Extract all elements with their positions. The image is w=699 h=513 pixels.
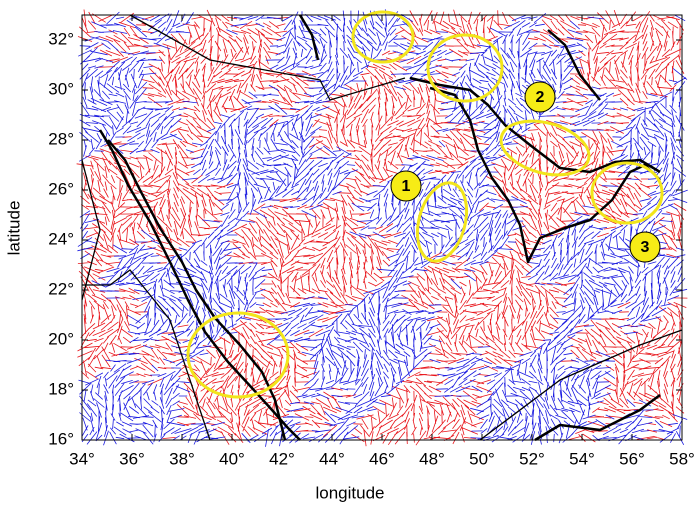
highlight-ring <box>499 119 591 177</box>
coastline <box>547 29 601 101</box>
coastlines <box>81 14 683 442</box>
x-tick-label: 54° <box>569 449 595 468</box>
x-tick-label: 58° <box>669 449 695 468</box>
y-tick-label: 16° <box>48 429 74 448</box>
x-tick-label: 42° <box>269 449 295 468</box>
y-tick-label: 30° <box>48 79 74 98</box>
coastline <box>534 394 661 442</box>
coastline <box>107 139 287 441</box>
y-tick-label: 20° <box>48 329 74 348</box>
vector-lines <box>77 9 688 447</box>
x-axis-label: longitude <box>315 483 384 502</box>
annotation: 3 <box>641 239 650 256</box>
highlight-ring <box>426 33 504 103</box>
highlight-ring <box>351 10 415 64</box>
y-tick-label: 18° <box>48 379 74 398</box>
highlight-ring <box>186 311 290 399</box>
border <box>81 14 683 441</box>
coastline <box>98 129 301 441</box>
badge <box>629 231 661 263</box>
x-tick-label: 46° <box>369 449 395 468</box>
x-tick-label: 36° <box>119 449 145 468</box>
x-tick-label: 38° <box>169 449 195 468</box>
badge <box>524 81 556 113</box>
annotation: 2 <box>536 89 545 106</box>
y-tick-label: 28° <box>48 129 74 148</box>
highlight-ring <box>590 161 664 225</box>
y-tick-label: 24° <box>48 229 74 248</box>
x-tick-label: 56° <box>619 449 645 468</box>
badge <box>390 170 422 202</box>
coastline <box>429 86 661 264</box>
x-tick-label: 52° <box>519 449 545 468</box>
highlights: 1 2 3 <box>186 10 664 399</box>
coastline <box>409 76 661 174</box>
x-tick-label: 50° <box>469 449 495 468</box>
y-tick-label: 22° <box>48 279 74 298</box>
x-tick-label: 48° <box>419 449 445 468</box>
vector-field <box>76 9 688 447</box>
x-tick-label: 44° <box>319 449 345 468</box>
annotation: 1 <box>402 178 411 195</box>
x-tick-label: 34° <box>69 449 95 468</box>
y-tick-label: 32° <box>48 29 74 48</box>
y-axis-label: latitude <box>4 201 23 256</box>
coastline <box>298 14 320 61</box>
highlight-ring <box>415 181 469 263</box>
y-tick-label: 26° <box>48 179 74 198</box>
x-tick-label: 40° <box>219 449 245 468</box>
